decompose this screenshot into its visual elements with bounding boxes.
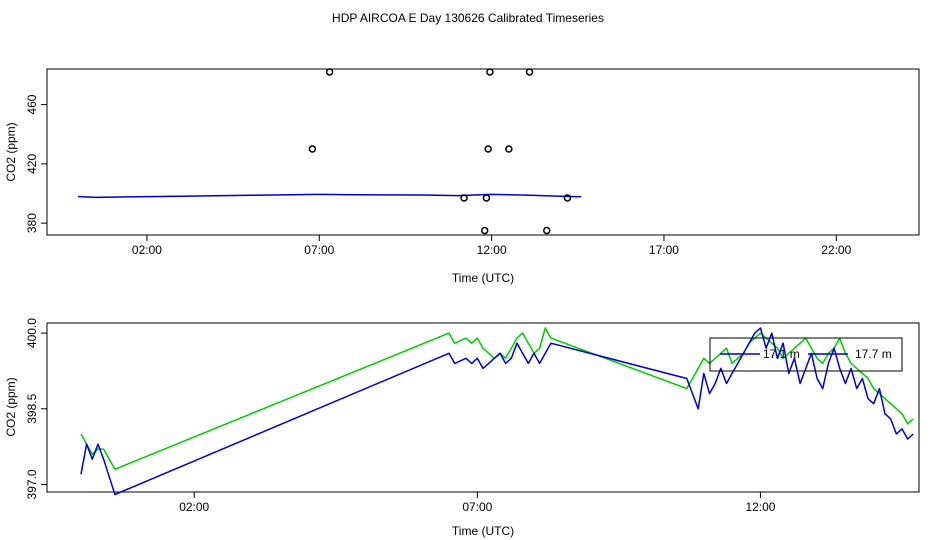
y-tick-label: 460 xyxy=(25,94,39,114)
x-tick-label: 17:00 xyxy=(649,243,679,257)
y-tick-label: 380 xyxy=(25,213,39,233)
y-tick-label: 420 xyxy=(25,154,39,174)
data-point-marker xyxy=(325,68,334,76)
series-line xyxy=(80,327,914,496)
y-axis-title: CO2 (ppm) xyxy=(4,377,18,436)
legend-label: 17.1 m xyxy=(763,347,800,361)
data-point-marker xyxy=(486,68,494,76)
chart-title: HDP AIRCOA E Day 130626 Calibrated Times… xyxy=(332,11,604,25)
x-axis: 02:00 07:00 12:00 17:00 22:00 xyxy=(132,235,852,257)
data-point-marker xyxy=(563,194,572,202)
x-tick-label: 07:00 xyxy=(462,500,492,514)
y-tick-label: 397.0 xyxy=(25,469,39,499)
y-tick-label: 400.0 xyxy=(25,318,39,348)
data-point-marker xyxy=(525,68,534,76)
series-line xyxy=(80,327,914,471)
x-tick-label: 12:00 xyxy=(477,243,507,257)
legend-label: 17.7 m xyxy=(855,347,892,361)
data-point-marker xyxy=(480,226,489,235)
y-axis: 397.0 398.5 400.0 xyxy=(25,318,47,499)
data-point-marker xyxy=(460,194,468,202)
data-point-marker xyxy=(482,194,491,202)
x-tick-label: 12:00 xyxy=(745,500,775,514)
series-line xyxy=(77,193,582,199)
legend: 17.1 m 17.7 m xyxy=(709,337,903,372)
x-axis: 02:00 07:00 12:00 xyxy=(179,492,776,514)
series-layer xyxy=(77,68,582,235)
plot-frame xyxy=(46,68,920,236)
y-axis-title: CO2 (ppm) xyxy=(4,122,18,181)
data-point-marker xyxy=(543,226,551,235)
legend-box xyxy=(709,337,903,372)
bottom-panel: 02:00 07:00 12:00 397.0 398.5 400.0 17.1 m 1… xyxy=(4,318,920,538)
y-tick-label: 398.5 xyxy=(25,393,39,423)
x-tick-label: 22:00 xyxy=(821,243,851,257)
x-tick-label: 07:00 xyxy=(304,243,334,257)
data-point-marker xyxy=(505,145,513,153)
x-axis-title: Time (UTC) xyxy=(452,524,514,538)
top-panel: 02:00 07:00 12:00 17:00 22:00 380 420 460 Time… xyxy=(4,68,920,285)
x-axis-title: Time (UTC) xyxy=(452,271,514,285)
y-axis: 380 420 460 xyxy=(25,94,47,233)
data-point-marker xyxy=(484,145,492,153)
data-point-marker xyxy=(308,145,317,153)
series-layer xyxy=(80,327,914,496)
plot-frame xyxy=(46,322,920,493)
x-tick-label: 02:00 xyxy=(179,500,209,514)
x-tick-label: 02:00 xyxy=(132,243,162,257)
